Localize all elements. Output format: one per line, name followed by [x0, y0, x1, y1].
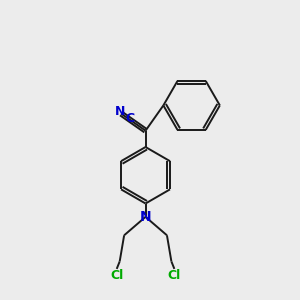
Text: N: N: [140, 210, 152, 224]
Text: Cl: Cl: [110, 269, 123, 282]
Text: Cl: Cl: [168, 269, 181, 282]
Text: N: N: [115, 105, 125, 118]
Text: C: C: [125, 112, 135, 125]
